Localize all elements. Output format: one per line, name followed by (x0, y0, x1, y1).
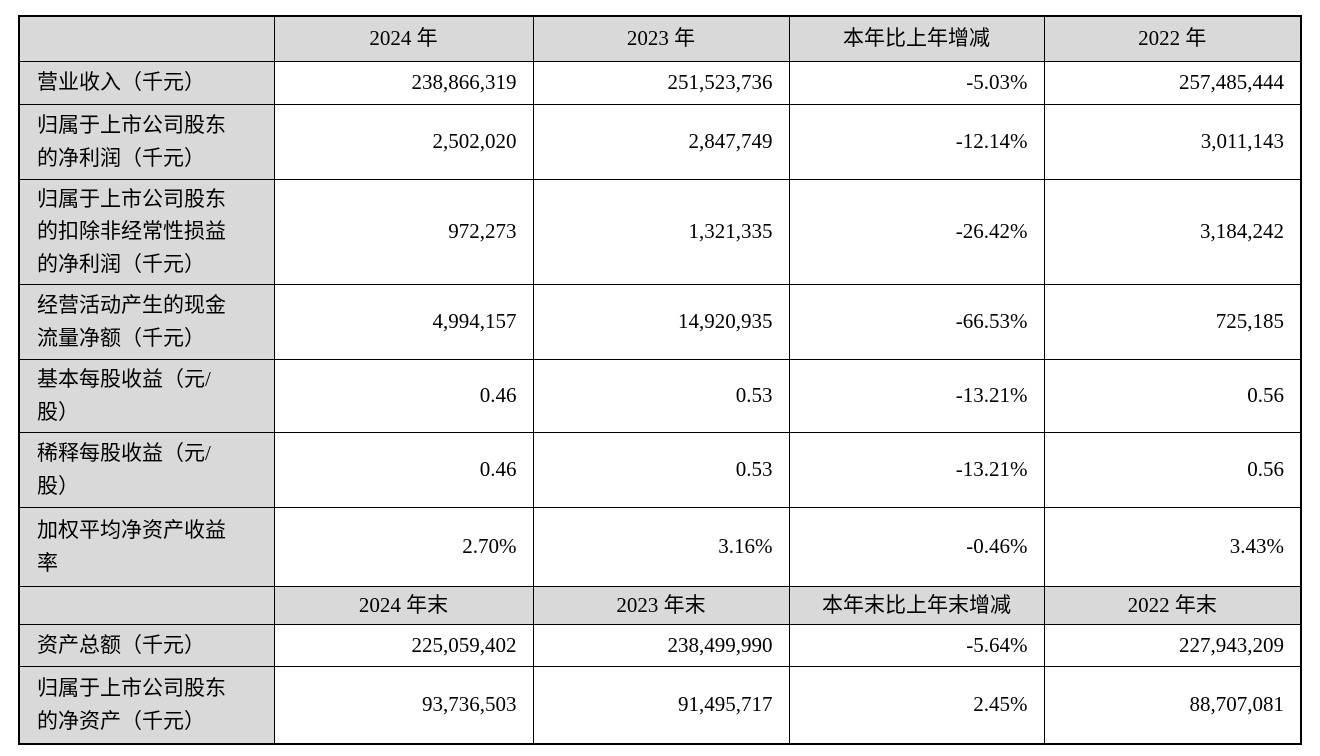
period-end-header-row: 2024 年末 2023 年末 本年末比上年末增减 2022 年末 (18, 585, 1302, 625)
period-end-header-2022: 2022 年末 (1043, 585, 1302, 625)
value-2023: 0.53 (532, 431, 790, 508)
value-change: -13.21% (788, 431, 1045, 508)
table-row-basic-eps: 基本每股收益（元/ 股） 0.46 0.53 -13.21% 0.56 (18, 358, 1302, 433)
row-label: 资产总额（千元） (18, 623, 275, 667)
table-row-weighted-avg-roe: 加权平均净资产收益 率 2.70% 3.16% -0.46% 3.43% (18, 506, 1302, 587)
row-label: 营业收入（千元） (18, 60, 275, 105)
value-2022: 0.56 (1043, 358, 1302, 433)
value-2023: 14,920,935 (532, 283, 790, 360)
table-row-operating-revenue: 营业收入（千元） 238,866,319 251,523,736 -5.03% … (18, 60, 1302, 105)
year-header-2024: 2024 年 (273, 15, 534, 62)
value-2023: 2,847,749 (532, 103, 790, 180)
year-header-change: 本年比上年增减 (788, 15, 1045, 62)
value-2022: 0.56 (1043, 431, 1302, 508)
table-row-total-assets: 资产总额（千元） 225,059,402 238,499,990 -5.64% … (18, 623, 1302, 667)
value-change: -0.46% (788, 506, 1045, 587)
value-2024: 238,866,319 (273, 60, 534, 105)
table-row-diluted-eps: 稀释每股收益（元/ 股） 0.46 0.53 -13.21% 0.56 (18, 431, 1302, 508)
financial-summary-table: 2024 年 2023 年 本年比上年增减 2022 年 营业收入（千元） 23… (18, 15, 1302, 745)
value-2023: 91,495,717 (532, 665, 790, 745)
period-end-header-blank-cell (18, 585, 275, 625)
period-end-header-2023: 2023 年末 (532, 585, 790, 625)
value-2022: 257,485,444 (1043, 60, 1302, 105)
row-label: 归属于上市公司股东 的净利润（千元） (18, 103, 275, 180)
value-2024: 4,994,157 (273, 283, 534, 360)
value-change: -12.14% (788, 103, 1045, 180)
row-label: 基本每股收益（元/ 股） (18, 358, 275, 433)
value-2022: 3,011,143 (1043, 103, 1302, 180)
value-change: -66.53% (788, 283, 1045, 360)
row-label: 归属于上市公司股东 的扣除非经常性损益 的净利润（千元） (18, 178, 275, 285)
value-2024: 2.70% (273, 506, 534, 587)
value-2024: 972,273 (273, 178, 534, 285)
value-change: -5.64% (788, 623, 1045, 667)
value-change: -13.21% (788, 358, 1045, 433)
row-label: 加权平均净资产收益 率 (18, 506, 275, 587)
value-2023: 1,321,335 (532, 178, 790, 285)
period-end-header-change: 本年末比上年末增减 (788, 585, 1045, 625)
value-2023: 3.16% (532, 506, 790, 587)
row-label: 稀释每股收益（元/ 股） (18, 431, 275, 508)
row-label: 经营活动产生的现金 流量净额（千元） (18, 283, 275, 360)
value-2022: 227,943,209 (1043, 623, 1302, 667)
row-label: 归属于上市公司股东 的净资产（千元） (18, 665, 275, 745)
value-2022: 88,707,081 (1043, 665, 1302, 745)
value-2024: 93,736,503 (273, 665, 534, 745)
year-header-2023: 2023 年 (532, 15, 790, 62)
value-change: -26.42% (788, 178, 1045, 285)
year-header-2022: 2022 年 (1043, 15, 1302, 62)
value-2023: 251,523,736 (532, 60, 790, 105)
value-2024: 0.46 (273, 431, 534, 508)
value-2022: 725,185 (1043, 283, 1302, 360)
value-2022: 3.43% (1043, 506, 1302, 587)
year-header-row: 2024 年 2023 年 本年比上年增减 2022 年 (18, 15, 1302, 62)
value-2023: 0.53 (532, 358, 790, 433)
value-change: -5.03% (788, 60, 1045, 105)
table-row-net-assets: 归属于上市公司股东 的净资产（千元） 93,736,503 91,495,717… (18, 665, 1302, 745)
table-row-net-profit-excl-nonrecurring: 归属于上市公司股东 的扣除非经常性损益 的净利润（千元） 972,273 1,3… (18, 178, 1302, 285)
period-end-header-2024: 2024 年末 (273, 585, 534, 625)
value-2022: 3,184,242 (1043, 178, 1302, 285)
table-row-operating-cash-flow: 经营活动产生的现金 流量净额（千元） 4,994,157 14,920,935 … (18, 283, 1302, 360)
value-2024: 2,502,020 (273, 103, 534, 180)
value-2023: 238,499,990 (532, 623, 790, 667)
value-2024: 225,059,402 (273, 623, 534, 667)
table-row-net-profit: 归属于上市公司股东 的净利润（千元） 2,502,020 2,847,749 -… (18, 103, 1302, 180)
value-2024: 0.46 (273, 358, 534, 433)
value-change: 2.45% (788, 665, 1045, 745)
year-header-blank-cell (18, 15, 275, 62)
